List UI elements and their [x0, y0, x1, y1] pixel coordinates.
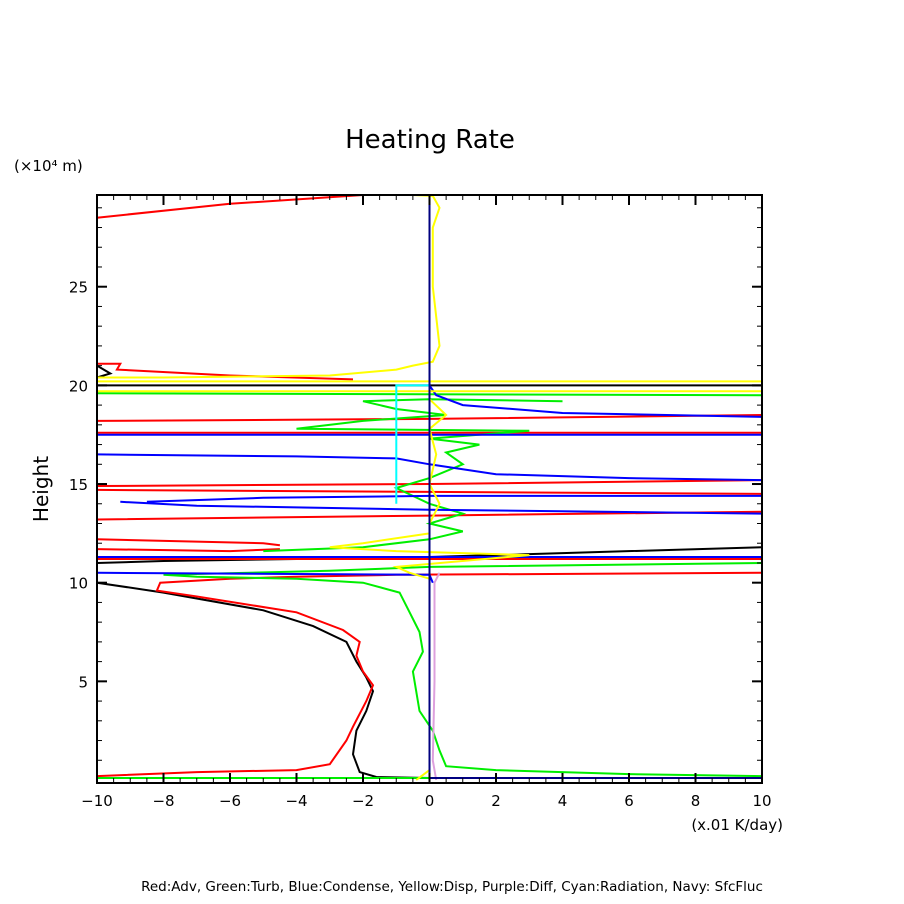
- series-radiation: [395, 384, 430, 504]
- series-total: [96, 581, 430, 779]
- series-turb: [163, 562, 763, 778]
- x-tick-label: 10: [752, 792, 771, 810]
- y-tick-label: 20: [69, 377, 88, 395]
- legend-text: Red:Adv, Green:Turb, Blue:Condense, Yell…: [141, 879, 763, 895]
- x-tick-label: −10: [81, 792, 113, 810]
- x-tick-label: 8: [691, 792, 701, 810]
- y-tick-label: 15: [69, 476, 88, 494]
- x-tick-label: 0: [425, 792, 435, 810]
- series-condense-14-4: [120, 500, 763, 515]
- x-tick-label: 2: [491, 792, 501, 810]
- series-adv: [96, 571, 763, 778]
- series-turb-mid: [263, 398, 563, 553]
- y-unit-label: (×10⁴ m): [14, 157, 83, 175]
- y-tick-label: 25: [69, 279, 88, 297]
- series-adv-band-12: [96, 538, 281, 547]
- x-tick-label: −6: [219, 792, 241, 810]
- x-unit-label: (x.01 K/day): [691, 816, 783, 834]
- y-axis-label: Height: [29, 456, 53, 522]
- series-condense-upper: [428, 384, 763, 418]
- y-tick-label: 5: [78, 673, 88, 691]
- x-tick-label: −8: [152, 792, 174, 810]
- series-disp-mid: [329, 398, 530, 781]
- y-tick-label: 10: [69, 575, 88, 593]
- series-condense-14-5: [146, 494, 762, 503]
- series-adv-band-11-6: [96, 548, 280, 553]
- series-diff: [431, 572, 441, 781]
- x-tick-label: −2: [352, 792, 374, 810]
- chart-title: Heating Rate: [345, 125, 515, 155]
- x-tick-label: −4: [285, 792, 307, 810]
- tick-layer: −10 −8 −6 −4 −2 0 2 4 6 8 10 5 10 15 20 25: [69, 195, 772, 810]
- series-layer: [96, 194, 763, 781]
- x-tick-label: 6: [624, 792, 634, 810]
- x-tick-label: 4: [558, 792, 568, 810]
- series-disp: [97, 194, 441, 379]
